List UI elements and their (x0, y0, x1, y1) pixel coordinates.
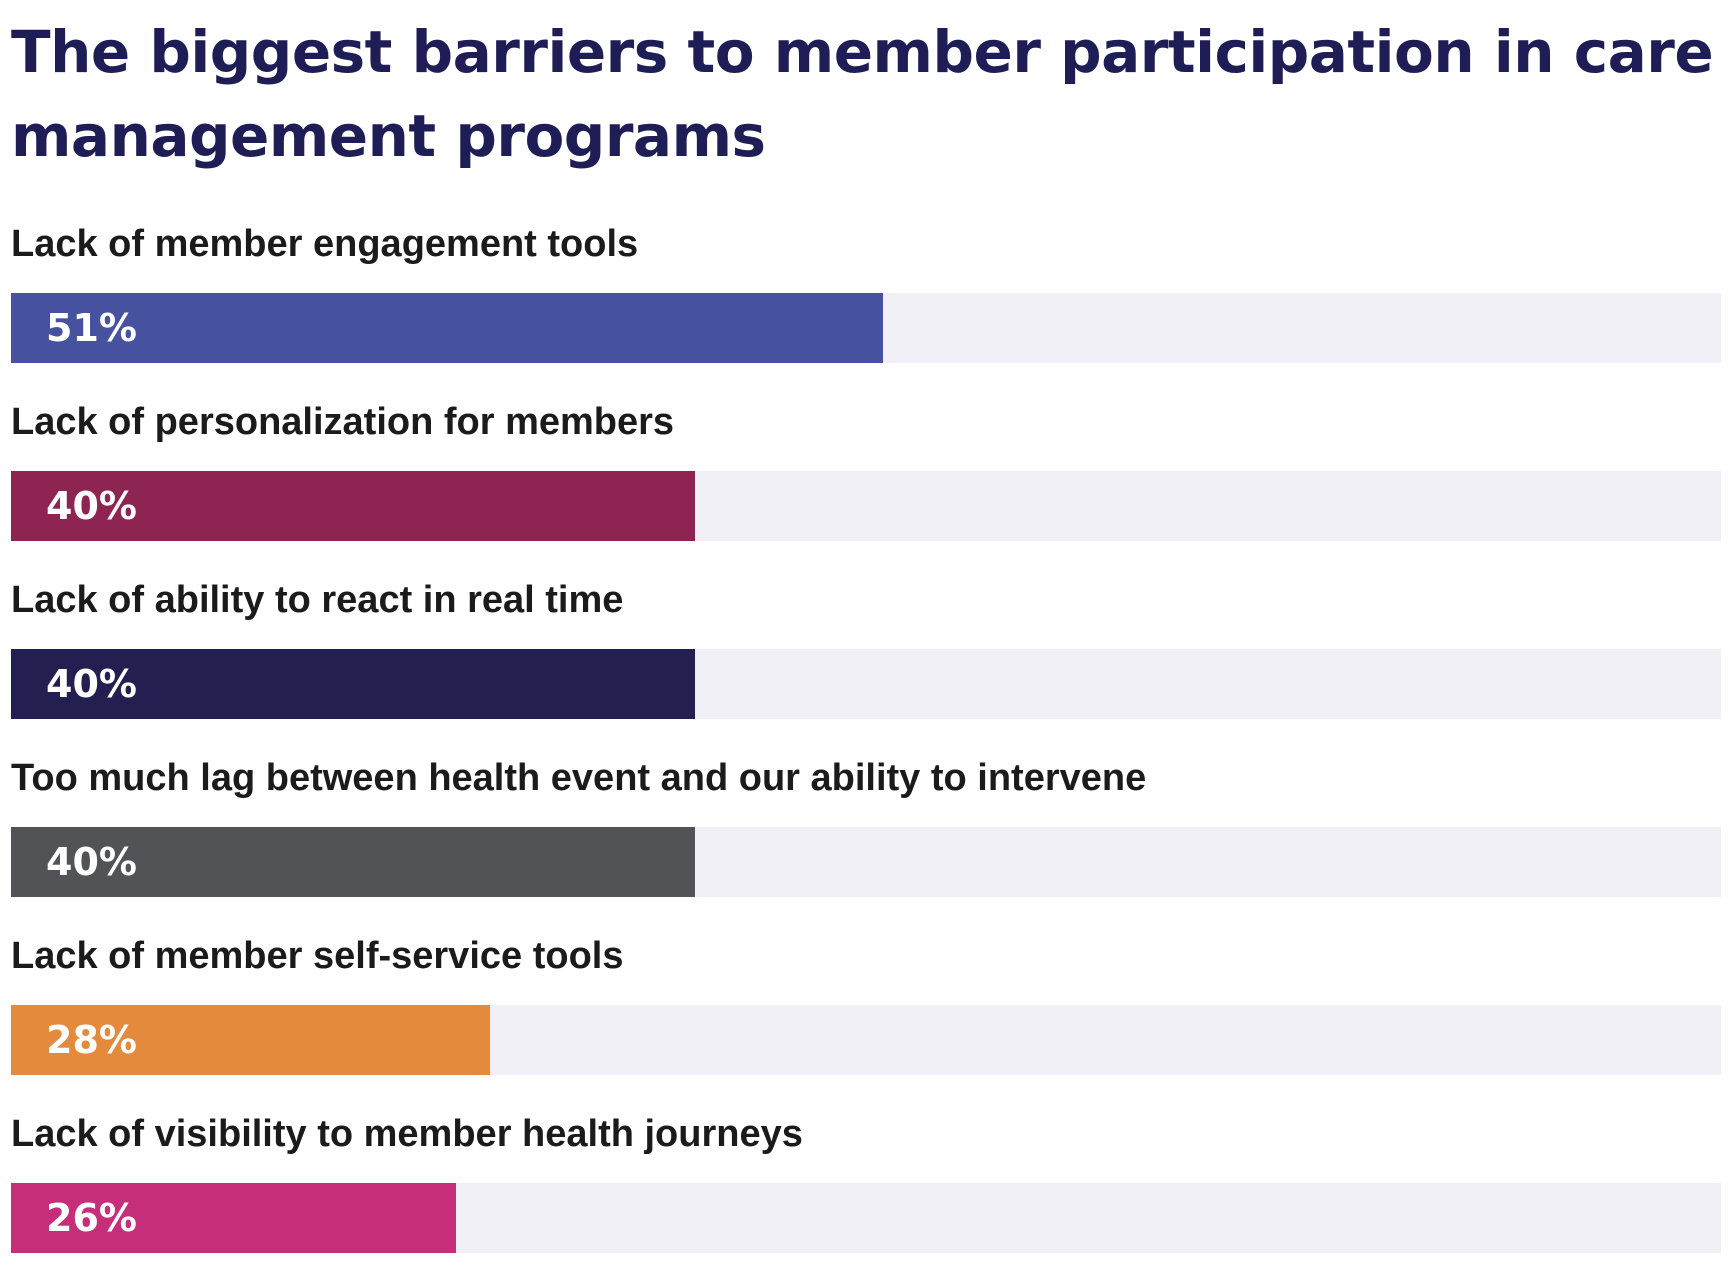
bar-category-label: Lack of member engagement tools (11, 223, 639, 265)
bar-row: Lack of member self-service tools 28% (11, 932, 1721, 1110)
bar-row: Too much lag between health event and ou… (11, 754, 1721, 932)
bar-row: Lack of personalization for members 40% (11, 398, 1721, 576)
bar-track: 40% (11, 471, 1721, 541)
bar: 26% (11, 1183, 456, 1253)
bar-track: 51% (11, 293, 1721, 363)
bar-track: 26% (11, 1183, 1721, 1253)
bar-category-label: Too much lag between health event and ou… (11, 757, 1147, 799)
bar-value-label: 26% (46, 1196, 137, 1240)
bar-row: Lack of visibility to member health jour… (11, 1110, 1721, 1288)
bar: 40% (11, 827, 695, 897)
bar-category-label: Lack of visibility to member health jour… (11, 1113, 803, 1155)
bar-value-label: 40% (46, 484, 137, 528)
bar-track: 40% (11, 827, 1721, 897)
bar-category-label: Lack of member self-service tools (11, 935, 624, 977)
bar-value-label: 51% (46, 306, 137, 350)
bar-row: Lack of ability to react in real time 40% (11, 576, 1721, 754)
bar-category-label: Lack of ability to react in real time (11, 579, 624, 621)
bar-value-label: 28% (46, 1018, 137, 1062)
bar-chart: The biggest barriers to member participa… (11, 10, 1721, 1253)
bar-track: 28% (11, 1005, 1721, 1075)
bar-value-label: 40% (46, 840, 137, 884)
bar-list: Lack of member engagement tools 51% Lack o… (11, 220, 1721, 1288)
bar: 28% (11, 1005, 490, 1075)
bar-category-label: Lack of personalization for members (11, 401, 675, 443)
bar: 51% (11, 293, 883, 363)
bar-value-label: 40% (46, 662, 137, 706)
bar-row: Lack of member engagement tools 51% (11, 220, 1721, 398)
bar: 40% (11, 471, 695, 541)
bar-track: 40% (11, 649, 1721, 719)
chart-title: The biggest barriers to member participa… (11, 18, 1714, 170)
bar: 40% (11, 649, 695, 719)
